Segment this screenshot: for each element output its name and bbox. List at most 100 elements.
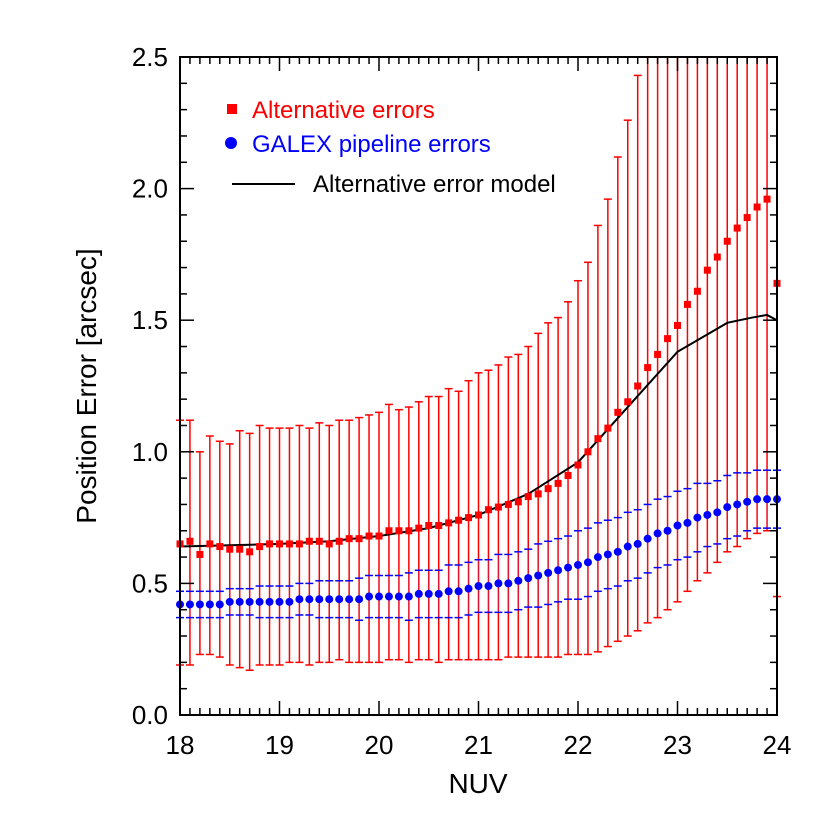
red-point xyxy=(395,527,403,535)
blue-point xyxy=(365,592,374,601)
red-point xyxy=(455,516,463,524)
axis-ticks xyxy=(179,56,778,716)
red-point xyxy=(425,521,433,529)
blue-point xyxy=(663,526,672,535)
red-point xyxy=(574,461,582,469)
red-point xyxy=(385,527,393,535)
red-point xyxy=(256,543,264,551)
blue-point xyxy=(683,518,692,527)
blue-point xyxy=(215,600,224,609)
blue-point xyxy=(514,576,523,585)
red-point xyxy=(504,500,512,508)
blue-point xyxy=(414,589,423,598)
y-tick-label: 0.0 xyxy=(132,700,168,730)
blue-point xyxy=(583,558,592,567)
x-tick-label: 20 xyxy=(365,730,394,760)
red-point xyxy=(266,540,274,548)
red-point xyxy=(624,398,632,406)
blue-point xyxy=(534,571,543,580)
red-point xyxy=(534,490,542,498)
blue-point xyxy=(245,597,254,606)
legend-label-galex-errors: GALEX pipeline errors xyxy=(252,131,491,158)
blue-point xyxy=(623,542,632,551)
red-point xyxy=(703,266,711,274)
red-point xyxy=(564,471,572,479)
red-point xyxy=(206,540,214,548)
blue-point xyxy=(275,597,284,606)
blue-point xyxy=(394,592,403,601)
red-point xyxy=(524,493,532,501)
plot-marks xyxy=(176,57,781,672)
red-point xyxy=(315,537,323,545)
red-point xyxy=(683,300,691,308)
red-point xyxy=(674,321,681,329)
legend-marker-circle xyxy=(225,137,237,149)
blue-point xyxy=(285,597,294,606)
red-point xyxy=(325,540,333,548)
blue-point xyxy=(504,579,513,588)
blue-point xyxy=(255,597,264,606)
blue-point xyxy=(295,595,304,604)
blue-point xyxy=(315,595,324,604)
red-point xyxy=(226,545,234,553)
y-tick-label: 2.0 xyxy=(132,174,168,204)
red-point xyxy=(713,253,721,261)
red-point xyxy=(484,506,492,514)
blue-point xyxy=(494,579,503,588)
red-point xyxy=(435,521,443,529)
red-point xyxy=(664,335,672,343)
x-tick-label: 18 xyxy=(166,730,195,760)
blue-point xyxy=(593,553,602,562)
blue-point xyxy=(225,597,234,606)
blue-point xyxy=(265,597,274,606)
y-tick-labels: 0.0 0.5 1.0 1.5 2.0 2.5 xyxy=(132,42,168,730)
red-point xyxy=(763,195,771,203)
blue-point xyxy=(743,497,752,506)
blue-point xyxy=(733,500,742,509)
blue-point xyxy=(653,529,662,538)
blue-point xyxy=(185,600,194,609)
red-point xyxy=(604,424,612,432)
red-point xyxy=(753,203,761,211)
y-tick-label: 2.5 xyxy=(132,42,168,72)
blue-point xyxy=(763,495,772,504)
red-point xyxy=(654,350,662,358)
legend-label-alternative-errors: Alternative errors xyxy=(252,97,435,124)
red-point xyxy=(584,448,592,456)
legend: Alternative errors GALEX pipeline errors… xyxy=(225,97,556,198)
red-point xyxy=(345,535,353,543)
red-point xyxy=(355,535,363,543)
red-point xyxy=(445,519,453,527)
red-point xyxy=(614,408,622,416)
red-point xyxy=(276,540,283,548)
blue-point xyxy=(564,563,573,572)
red-point xyxy=(644,364,652,372)
red-point xyxy=(743,214,751,222)
blue-point xyxy=(404,592,413,601)
blue-point xyxy=(355,595,364,604)
red-point xyxy=(305,537,313,545)
red-point xyxy=(236,545,244,553)
x-tick-label: 19 xyxy=(265,730,294,760)
blue-point xyxy=(753,495,762,504)
blue-point xyxy=(703,510,712,519)
red-point xyxy=(186,537,194,545)
red-point xyxy=(723,237,731,245)
blue-point xyxy=(384,592,393,601)
blue-point xyxy=(524,574,533,583)
legend-label-error-model: Alternative error model xyxy=(313,171,556,198)
blue-point xyxy=(305,595,314,604)
blue-point xyxy=(484,582,493,591)
blue-point xyxy=(643,534,652,543)
y-tick-label: 1.0 xyxy=(132,437,168,467)
blue-point xyxy=(603,550,612,559)
red-point xyxy=(295,540,303,548)
blue-point xyxy=(235,597,244,606)
blue-point xyxy=(375,592,383,601)
y-axis-label: Position Error [arcsec] xyxy=(71,248,102,523)
red-point xyxy=(594,435,602,443)
x-tick-label: 24 xyxy=(763,730,792,760)
x-tick-label: 23 xyxy=(663,730,692,760)
red-point xyxy=(246,548,254,556)
